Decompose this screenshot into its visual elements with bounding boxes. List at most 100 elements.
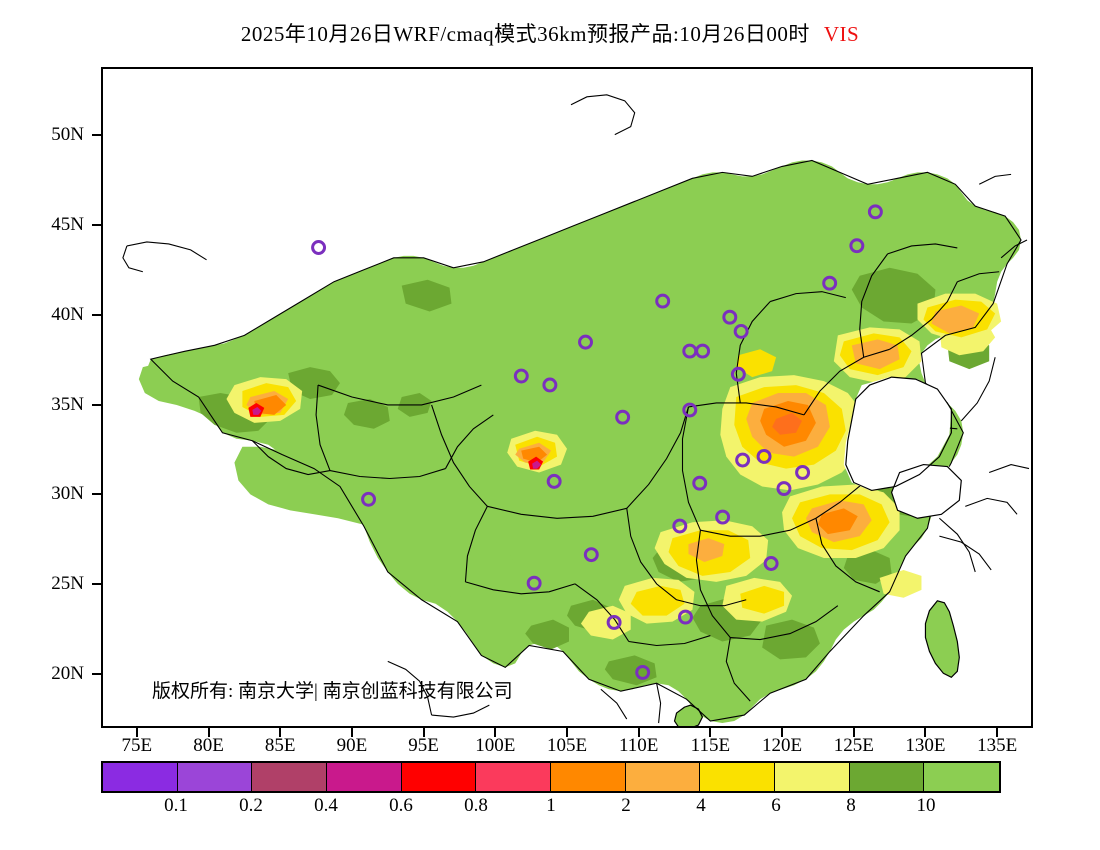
city-marker[interactable] <box>615 409 631 425</box>
city-marker[interactable] <box>735 452 751 468</box>
colorbar-tick-label: 0.8 <box>464 795 488 816</box>
colorbar-segment[interactable] <box>849 763 925 791</box>
city-marker[interactable] <box>361 491 377 507</box>
city-marker[interactable] <box>682 343 698 359</box>
city-marker[interactable] <box>776 481 792 497</box>
city-marker[interactable] <box>682 402 698 418</box>
coastline <box>845 376 962 519</box>
colorbar-segment[interactable] <box>476 763 551 791</box>
colorbar-tick-label: 0.1 <box>164 795 188 816</box>
longitude-tick <box>207 728 210 737</box>
latitude-tick <box>92 313 101 316</box>
longitude-tick-label: 135E <box>977 735 1018 756</box>
longitude-tick-label: 120E <box>762 735 803 756</box>
city-marker[interactable] <box>583 547 599 563</box>
colorbar-segment[interactable] <box>924 763 999 791</box>
longitude-tick-label: 90E <box>336 735 368 756</box>
vis-band-0p8to1 <box>772 412 802 435</box>
colorbar-tick-labels: 0.1 0.2 0.4 0.6 0.8 1 2 4 6 8 10 <box>101 795 1001 821</box>
map-plot-area[interactable] <box>101 67 1033 728</box>
city-marker[interactable] <box>692 475 708 491</box>
latitude-tick <box>92 224 101 227</box>
longitude-tick <box>279 728 282 737</box>
latitude-tick <box>92 583 101 586</box>
city-marker[interactable] <box>695 343 711 359</box>
vis-band-1to2 <box>254 395 858 535</box>
longitude-tick <box>422 728 425 737</box>
longitude-tick <box>135 728 138 737</box>
colorbar-tick-label: 6 <box>771 795 781 816</box>
city-marker[interactable] <box>606 614 622 630</box>
colorbar-segment[interactable] <box>774 763 850 791</box>
city-marker[interactable] <box>655 293 671 309</box>
longitude-tick-label: 95E <box>408 735 439 756</box>
longitude-tick <box>566 728 568 737</box>
colorbar-segment[interactable] <box>550 763 626 791</box>
colorbar-tick-label: 8 <box>846 795 856 816</box>
colorbar[interactable] <box>101 761 1001 793</box>
latitude-tick-label: 45N <box>51 214 84 236</box>
city-marker[interactable] <box>822 275 838 291</box>
colorbar-segment[interactable] <box>326 763 402 791</box>
city-marker[interactable] <box>542 377 558 393</box>
longitude-tick <box>637 728 640 737</box>
colorbar-segment[interactable] <box>103 763 178 791</box>
colorbar-segment[interactable] <box>700 763 775 791</box>
vis-band-crimson-core <box>252 406 542 469</box>
city-marker[interactable] <box>763 556 779 571</box>
city-marker[interactable] <box>756 448 772 464</box>
colorbar-tick-label: 4 <box>696 795 706 816</box>
latitude-tick-label: 20N <box>51 663 84 685</box>
copyright-notice: 版权所有: 南京大学| 南京创蓝科技有限公司 <box>152 681 513 702</box>
longitude-tick-label: 110E <box>618 735 659 756</box>
city-marker[interactable] <box>578 334 593 350</box>
administrative-boundaries <box>149 159 1022 722</box>
longitude-tick-label: 100E <box>475 735 516 756</box>
latitude-tick <box>92 134 101 137</box>
longitude-tick-label: 105E <box>546 735 588 756</box>
city-marker[interactable] <box>513 368 529 384</box>
longitude-tick <box>852 728 855 737</box>
colorbar-segment[interactable] <box>401 763 477 791</box>
longitude-tick <box>350 728 353 737</box>
longitude-tick-label: 75E <box>121 735 153 756</box>
city-marker[interactable] <box>867 204 883 220</box>
city-marker[interactable] <box>635 664 651 680</box>
colorbar-tick-label: 0.4 <box>314 795 338 816</box>
china-visibility-contour-map <box>103 69 1031 726</box>
latitude-tick-label: 30N <box>51 483 84 505</box>
city-marker[interactable] <box>795 464 811 480</box>
latitude-tick <box>92 403 101 406</box>
land-taiwan <box>924 600 960 679</box>
colorbar-tick-label: 0.2 <box>239 795 263 816</box>
colorbar-segment[interactable] <box>177 763 253 791</box>
city-marker[interactable] <box>733 323 749 339</box>
longitude-tick <box>781 728 784 737</box>
longitude-tick-label: 85E <box>264 735 296 756</box>
city-marker[interactable] <box>311 240 327 255</box>
colorbar-segment[interactable] <box>625 763 701 791</box>
colorbar-tick-label: 0.6 <box>389 795 413 816</box>
longitude-tick-label: 125E <box>833 735 874 756</box>
city-marker[interactable] <box>715 509 731 525</box>
city-marker[interactable] <box>672 518 688 534</box>
city-marker[interactable] <box>526 575 542 591</box>
longitude-tick <box>924 728 927 737</box>
land-tibet-lobe <box>234 446 516 604</box>
longitude-tick <box>709 728 712 737</box>
colorbar-tick-label: 10 <box>916 795 936 816</box>
city-marker[interactable] <box>678 609 693 625</box>
longitude-tick-label: 80E <box>193 735 224 756</box>
city-marker[interactable] <box>730 366 746 382</box>
latitude-tick-label: 25N <box>51 573 84 595</box>
neighbour-country-outlines <box>122 94 1030 724</box>
colorbar-tick-label: 1 <box>546 795 556 816</box>
city-marker[interactable] <box>849 238 865 254</box>
land-base-layer <box>146 160 1022 724</box>
longitude-tick-label: 130E <box>905 735 946 756</box>
colorbar-segment[interactable] <box>252 763 327 791</box>
city-marker[interactable] <box>546 473 562 489</box>
city-marker[interactable] <box>722 309 738 325</box>
title-variable-label: VIS <box>823 22 860 46</box>
